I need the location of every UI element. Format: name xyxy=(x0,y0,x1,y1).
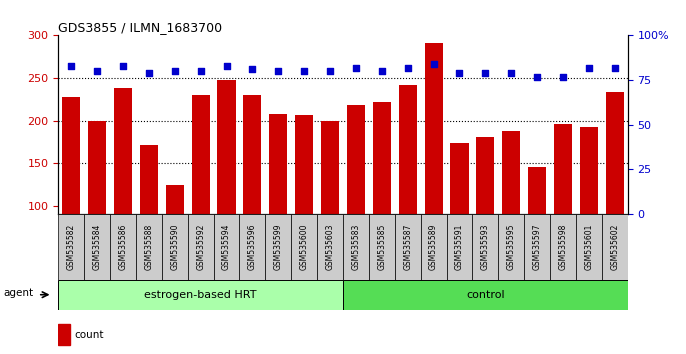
Text: estrogen-based HRT: estrogen-based HRT xyxy=(145,290,257,300)
Point xyxy=(169,68,180,74)
Bar xyxy=(88,121,106,291)
FancyBboxPatch shape xyxy=(473,214,498,280)
FancyBboxPatch shape xyxy=(394,214,421,280)
Text: GSM535586: GSM535586 xyxy=(119,224,128,270)
Bar xyxy=(191,95,210,291)
Point xyxy=(583,65,594,70)
Text: GSM535597: GSM535597 xyxy=(532,224,542,270)
Text: GSM535582: GSM535582 xyxy=(67,224,75,270)
FancyBboxPatch shape xyxy=(369,214,394,280)
Bar xyxy=(399,85,417,291)
Text: GDS3855 / ILMN_1683700: GDS3855 / ILMN_1683700 xyxy=(58,21,222,34)
Bar xyxy=(476,137,495,291)
FancyBboxPatch shape xyxy=(136,214,162,280)
Text: GSM535593: GSM535593 xyxy=(481,224,490,270)
Bar xyxy=(140,145,158,291)
FancyBboxPatch shape xyxy=(576,214,602,280)
FancyBboxPatch shape xyxy=(343,214,369,280)
FancyBboxPatch shape xyxy=(292,214,317,280)
FancyBboxPatch shape xyxy=(213,214,239,280)
FancyBboxPatch shape xyxy=(343,280,628,310)
Point xyxy=(480,70,491,76)
FancyBboxPatch shape xyxy=(421,214,447,280)
FancyBboxPatch shape xyxy=(602,214,628,280)
Bar xyxy=(554,124,572,291)
Bar xyxy=(606,92,624,291)
FancyBboxPatch shape xyxy=(447,214,473,280)
FancyBboxPatch shape xyxy=(239,214,265,280)
Point xyxy=(298,68,309,74)
FancyBboxPatch shape xyxy=(162,214,188,280)
Text: GSM535598: GSM535598 xyxy=(558,224,567,270)
Point xyxy=(402,65,413,70)
Text: GSM535588: GSM535588 xyxy=(144,224,154,270)
Point xyxy=(351,65,362,70)
Text: control: control xyxy=(466,290,505,300)
Text: GSM535583: GSM535583 xyxy=(351,224,360,270)
FancyBboxPatch shape xyxy=(524,214,550,280)
Point xyxy=(247,67,258,72)
Point xyxy=(506,70,517,76)
Point xyxy=(66,63,77,69)
FancyBboxPatch shape xyxy=(110,214,136,280)
Point xyxy=(532,74,543,79)
Text: GSM535591: GSM535591 xyxy=(455,224,464,270)
Text: GSM535590: GSM535590 xyxy=(170,224,179,270)
Text: GSM535584: GSM535584 xyxy=(93,224,102,270)
Text: GSM535595: GSM535595 xyxy=(507,224,516,270)
Point xyxy=(377,68,388,74)
Point xyxy=(454,70,465,76)
Point xyxy=(273,68,284,74)
Bar xyxy=(217,80,235,291)
Point xyxy=(221,63,232,69)
Bar xyxy=(295,115,314,291)
FancyBboxPatch shape xyxy=(317,214,343,280)
Bar xyxy=(58,324,70,345)
Bar xyxy=(372,102,391,291)
Bar xyxy=(580,127,598,291)
Text: count: count xyxy=(74,330,104,339)
Text: GSM535599: GSM535599 xyxy=(274,224,283,270)
Bar xyxy=(347,105,365,291)
Bar xyxy=(166,185,184,291)
Point xyxy=(558,74,569,79)
Text: GSM535587: GSM535587 xyxy=(403,224,412,270)
Text: GSM535603: GSM535603 xyxy=(326,224,335,270)
Text: agent: agent xyxy=(3,288,33,298)
Point xyxy=(143,70,154,76)
FancyBboxPatch shape xyxy=(58,214,84,280)
FancyBboxPatch shape xyxy=(84,214,110,280)
Text: GSM535602: GSM535602 xyxy=(611,224,619,270)
Text: GSM535594: GSM535594 xyxy=(222,224,231,270)
Bar xyxy=(269,114,287,291)
Bar xyxy=(528,167,546,291)
Text: GSM535596: GSM535596 xyxy=(248,224,257,270)
Text: GSM535592: GSM535592 xyxy=(196,224,205,270)
Point xyxy=(196,68,206,74)
FancyBboxPatch shape xyxy=(265,214,292,280)
Point xyxy=(117,63,128,69)
Point xyxy=(609,65,620,70)
Point xyxy=(324,68,335,74)
Bar xyxy=(502,131,520,291)
Point xyxy=(92,68,103,74)
Bar xyxy=(244,95,261,291)
Text: GSM535600: GSM535600 xyxy=(300,224,309,270)
Bar xyxy=(62,97,80,291)
Point xyxy=(428,61,439,67)
Bar xyxy=(451,143,469,291)
Text: GSM535589: GSM535589 xyxy=(429,224,438,270)
Text: GSM535585: GSM535585 xyxy=(377,224,386,270)
Bar xyxy=(114,88,132,291)
Bar xyxy=(425,43,442,291)
FancyBboxPatch shape xyxy=(58,280,343,310)
FancyBboxPatch shape xyxy=(550,214,576,280)
FancyBboxPatch shape xyxy=(498,214,524,280)
FancyBboxPatch shape xyxy=(188,214,213,280)
Bar xyxy=(321,121,339,291)
Text: GSM535601: GSM535601 xyxy=(584,224,593,270)
